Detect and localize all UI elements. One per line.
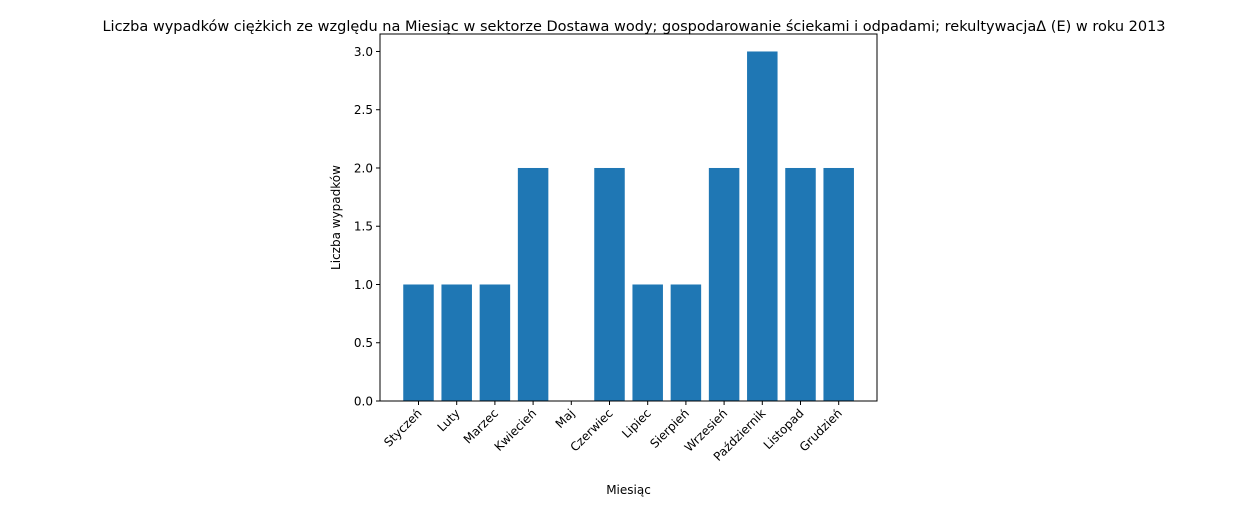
bar-październik [747,51,778,401]
x-tick-label: Styczeń [381,406,424,449]
y-tick-label: 1.5 [354,220,373,234]
y-tick-label: 0.5 [354,336,373,350]
bar-marzec [479,284,511,401]
y-tick-label: 0.0 [354,395,373,409]
bar-luty [441,284,472,401]
y-axis-label: Liczba wypadków [329,165,343,270]
y-tick-label: 3.0 [354,45,373,59]
bar-listopad [785,167,816,401]
bars-group [403,51,854,401]
x-tick-label: Kwiecień [492,406,540,454]
x-tick-label: Lipiec [619,406,654,441]
chart-title: Liczba wypadków ciężkich ze względu na M… [102,19,1165,35]
bar-wrzesień [708,167,740,401]
bar-sierpień [670,284,702,401]
bar-grudzień [823,167,854,401]
y-tick-label: 1.0 [354,278,373,292]
y-axis: 0.0 0.5 1.0 1.5 2.0 2.5 3.0 [354,45,380,409]
x-tick-label: Luty [435,406,463,434]
bar-kwiecień [517,167,549,401]
bar-lipiec [632,284,663,401]
x-tick-label: Maj [553,406,578,431]
plot-frame [379,33,878,402]
bar-styczeń [403,284,434,401]
bar-czerwiec [594,167,625,401]
y-tick-label: 2.5 [354,103,373,117]
y-tick-label: 2.0 [354,161,373,175]
x-axis-label: Miesiąc [606,483,651,497]
